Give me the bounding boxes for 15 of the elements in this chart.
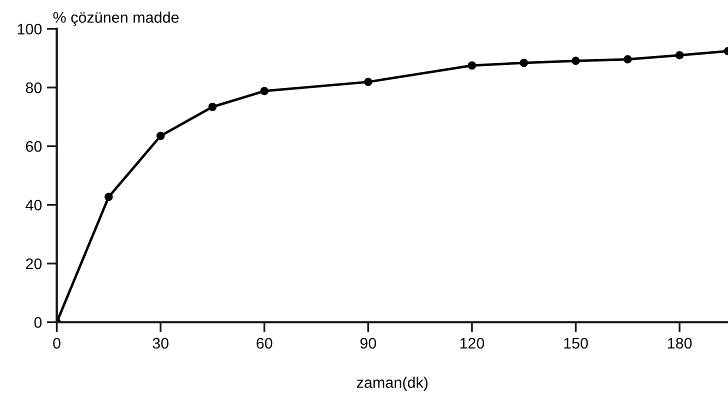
x-tick-label: 90 (360, 338, 376, 349)
y-tick-label: 0 (34, 317, 42, 328)
x-tick-label: 120 (460, 338, 484, 349)
y-tick-label: 60 (26, 141, 42, 152)
y-tick-label: 80 (26, 82, 42, 94)
y-tick-label: 20 (26, 258, 42, 270)
x-tick-label: 0 (53, 338, 60, 349)
x-tick-label: 150 (564, 338, 588, 349)
y-axis-title: % çözünen madde (53, 12, 179, 26)
y-tick-label: 100 (18, 24, 42, 35)
y-tick-label: 40 (26, 200, 42, 211)
x-tick-label: 60 (256, 338, 272, 349)
x-tick-label: 30 (152, 338, 168, 349)
x-tick-label: 180 (668, 338, 692, 349)
x-axis-title: zaman(dk) (356, 376, 428, 391)
